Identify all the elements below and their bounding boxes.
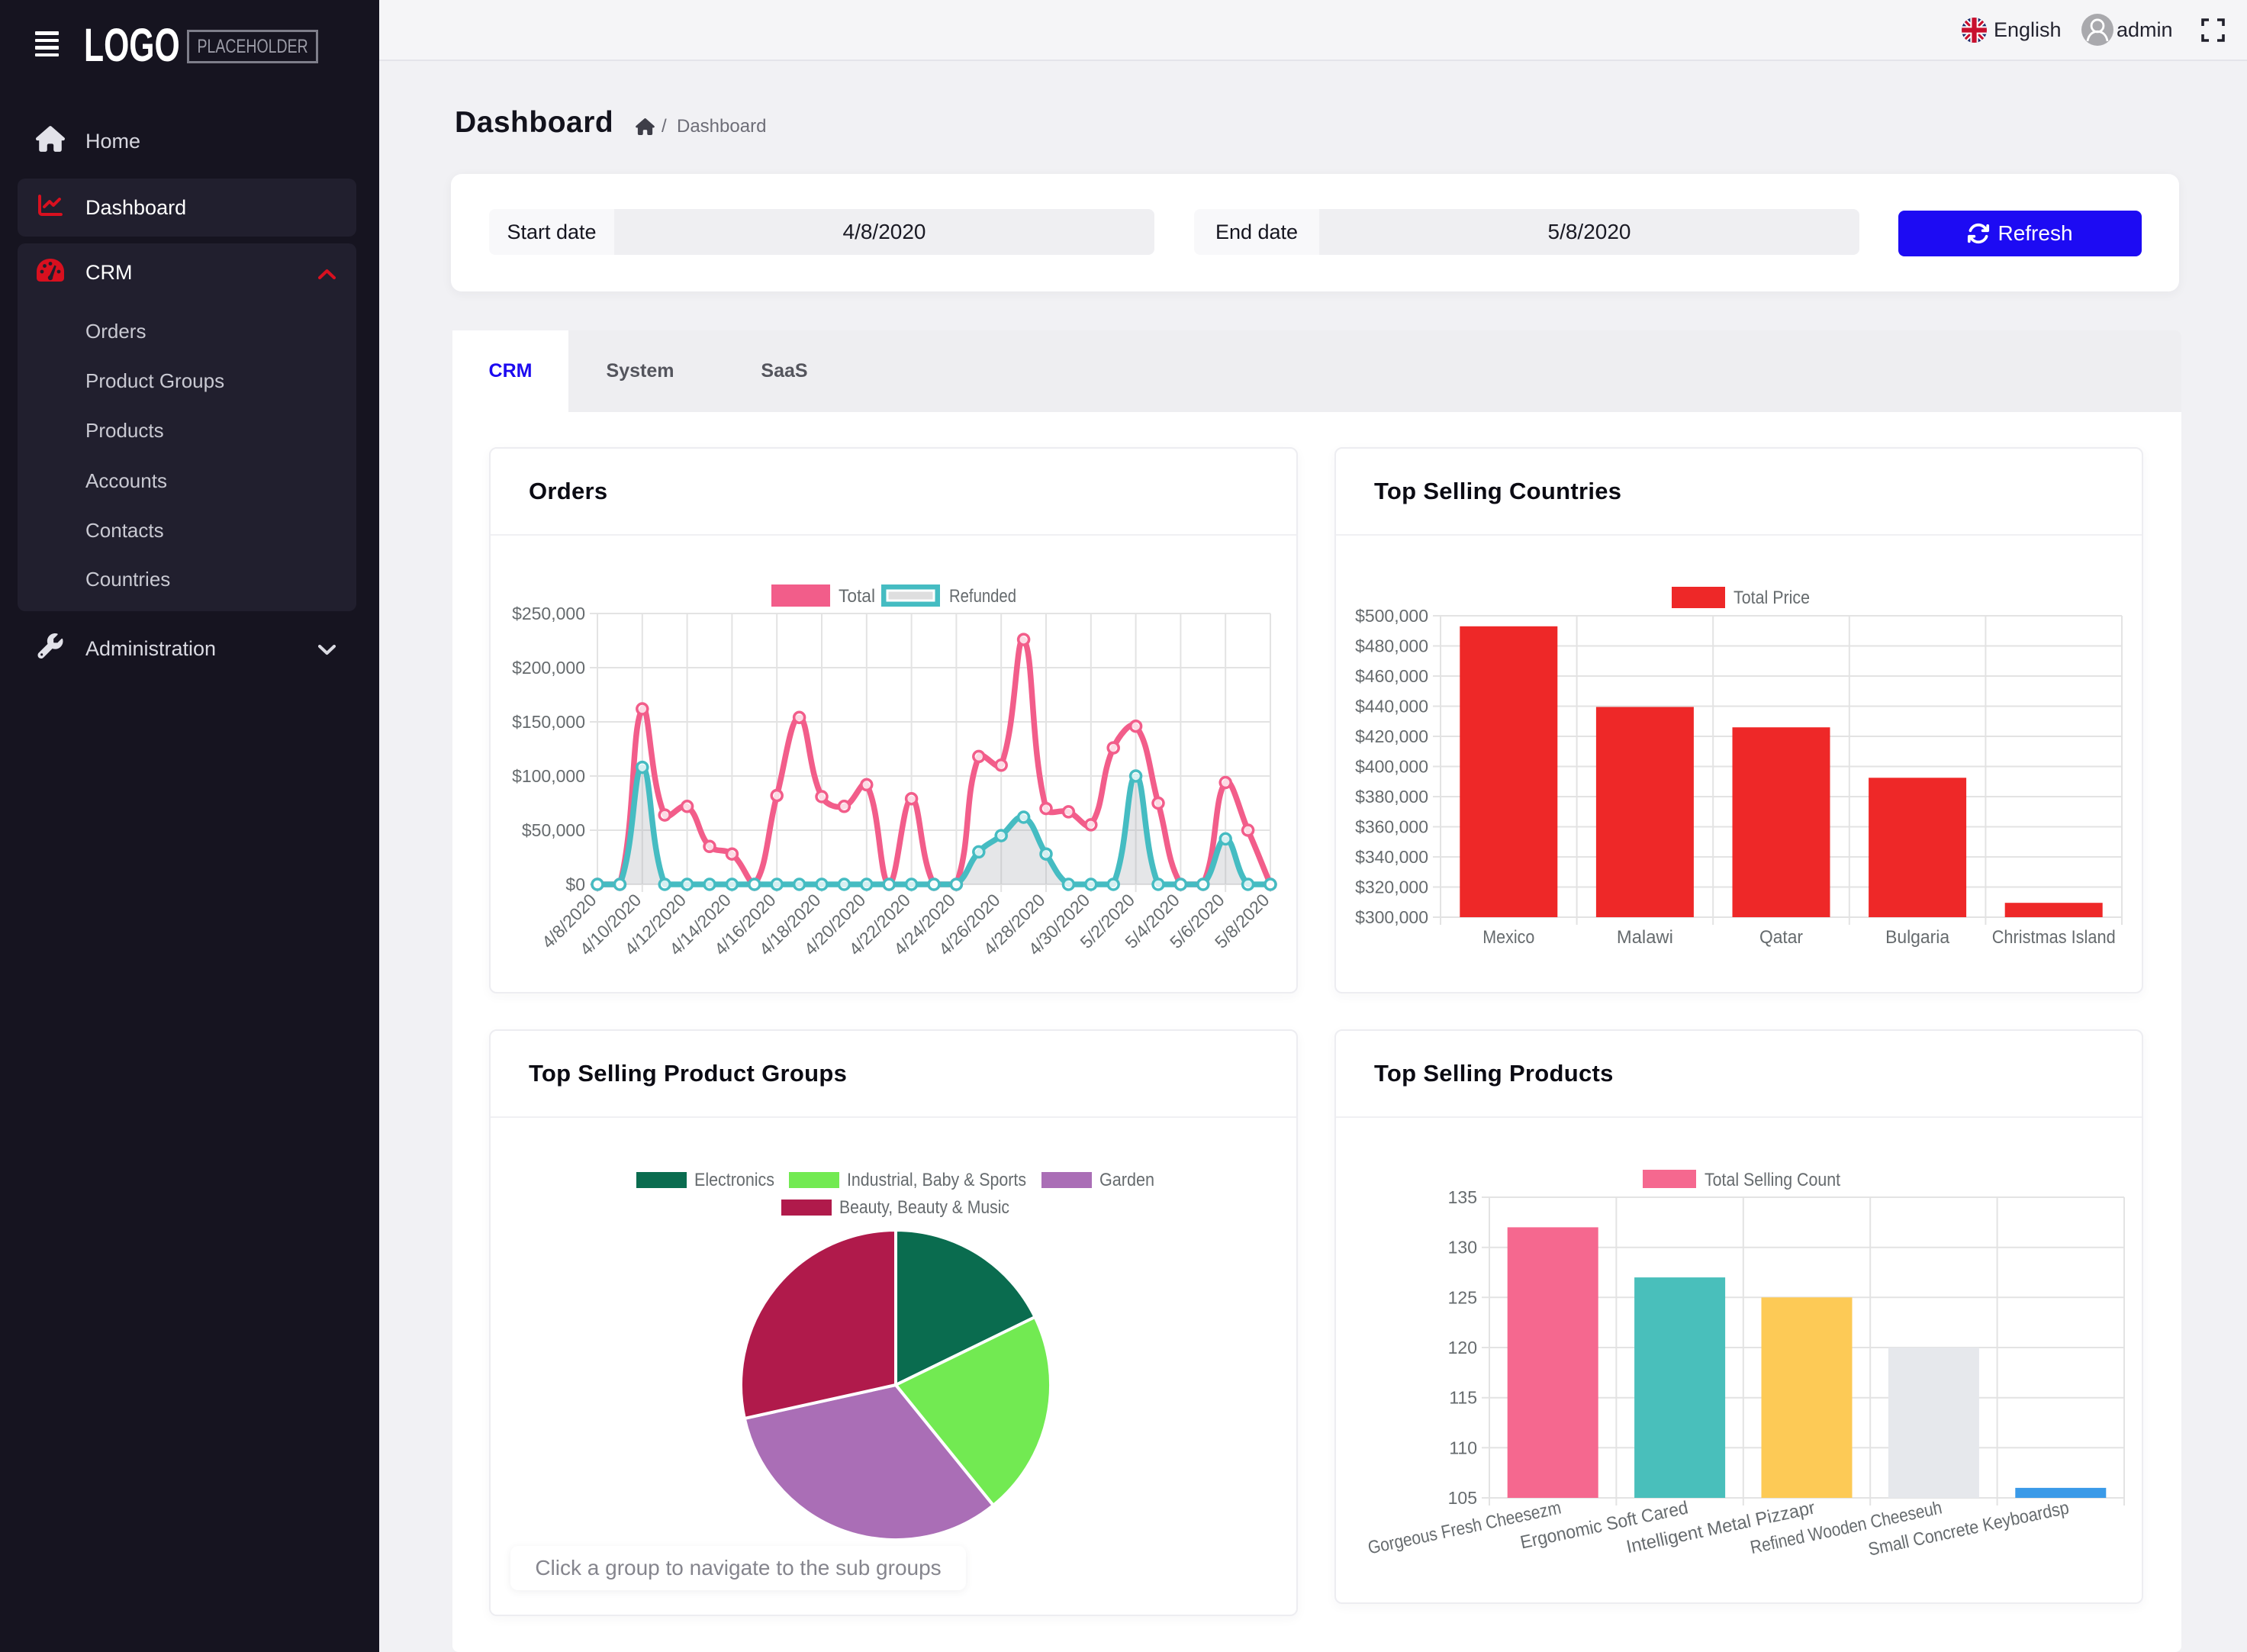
svg-text:$300,000: $300,000 xyxy=(1355,907,1428,927)
svg-text:105: 105 xyxy=(1448,1488,1477,1508)
svg-text:Bulgaria: Bulgaria xyxy=(1885,927,1950,948)
svg-text:Malawi: Malawi xyxy=(1617,927,1673,948)
svg-text:$340,000: $340,000 xyxy=(1355,847,1428,867)
svg-text:Christmas Island: Christmas Island xyxy=(1992,927,2116,948)
svg-text:$500,000: $500,000 xyxy=(1355,606,1428,626)
svg-text:115: 115 xyxy=(1449,1388,1477,1408)
svg-text:110: 110 xyxy=(1449,1438,1477,1457)
svg-text:$250,000: $250,000 xyxy=(512,604,585,623)
svg-text:Refunded: Refunded xyxy=(949,586,1016,607)
svg-text:Industrial, Baby & Sports: Industrial, Baby & Sports xyxy=(847,1170,1026,1190)
svg-text:$100,000: $100,000 xyxy=(512,766,585,786)
svg-text:Mexico: Mexico xyxy=(1482,927,1534,948)
svg-text:$320,000: $320,000 xyxy=(1355,878,1428,897)
svg-text:$460,000: $460,000 xyxy=(1355,666,1428,686)
svg-text:125: 125 xyxy=(1448,1287,1477,1307)
svg-text:$420,000: $420,000 xyxy=(1355,726,1428,746)
svg-text:Electronics: Electronics xyxy=(694,1170,774,1190)
svg-text:$400,000: $400,000 xyxy=(1355,757,1428,777)
svg-text:$480,000: $480,000 xyxy=(1355,636,1428,656)
svg-text:$0: $0 xyxy=(565,874,585,894)
svg-text:130: 130 xyxy=(1448,1238,1477,1258)
svg-text:$440,000: $440,000 xyxy=(1355,697,1428,717)
svg-text:Total Price: Total Price xyxy=(1734,588,1810,608)
svg-text:Qatar: Qatar xyxy=(1759,927,1803,948)
svg-text:$50,000: $50,000 xyxy=(522,820,585,840)
svg-text:$360,000: $360,000 xyxy=(1355,817,1428,837)
svg-text:$200,000: $200,000 xyxy=(512,658,585,678)
svg-text:120: 120 xyxy=(1448,1338,1477,1357)
svg-text:$380,000: $380,000 xyxy=(1355,787,1428,807)
svg-text:$150,000: $150,000 xyxy=(512,712,585,732)
svg-text:135: 135 xyxy=(1448,1187,1477,1207)
svg-text:Total Selling Count: Total Selling Count xyxy=(1705,1170,1840,1190)
svg-text:Beauty, Beauty & Music: Beauty, Beauty & Music xyxy=(839,1197,1009,1218)
svg-text:Garden: Garden xyxy=(1099,1170,1154,1190)
svg-text:Total: Total xyxy=(839,586,875,607)
